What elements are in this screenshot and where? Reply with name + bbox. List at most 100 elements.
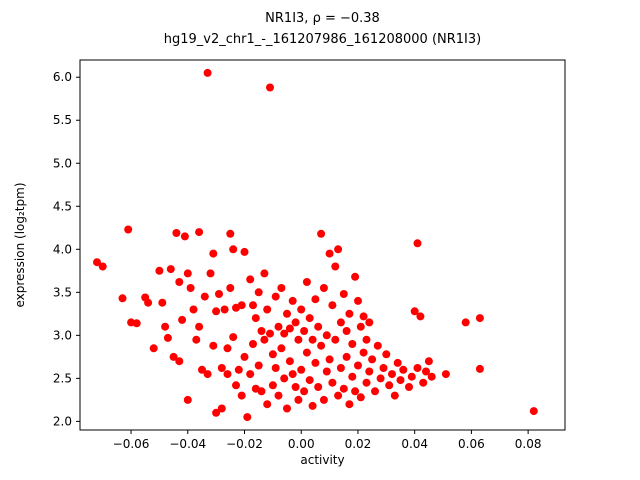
scatter-point [319,395,328,404]
scatter-point [229,333,238,342]
scatter-point [317,341,326,350]
scatter-point [339,290,348,298]
scatter-point [291,318,300,327]
scatter-point [351,387,360,396]
scatter-point [163,333,172,342]
scatter-point [314,322,323,331]
chart-subtitle: hg19_v2_chr1_-_161207986_161208000 (NR1I… [163,32,482,47]
scatter-point [124,225,133,234]
scatter-point [345,400,354,409]
x-tick-label: 0.02 [345,437,372,451]
scatter-point [229,245,238,254]
scatter-point [254,361,263,370]
scatter-point [322,367,331,376]
scatter-point [155,266,164,275]
scatter-point [422,367,430,376]
y-tick-label: 2.5 [53,371,72,385]
scatter-point [354,361,362,370]
chart-title: NR1I3, ρ = −0.38 [265,11,380,26]
scatter-point [288,370,297,379]
scatter-point [399,365,408,374]
scatter-point [305,314,314,323]
scatter-point [246,370,255,379]
scatter-point [274,391,283,400]
scatter-point [212,307,221,316]
scatter-point [206,269,215,278]
scatter-point [396,376,405,385]
scatter-point [342,327,351,335]
scatter-point [288,296,297,305]
scatter-point [93,258,101,267]
scatter-point [266,329,274,338]
scatter-point [294,395,303,404]
scatter-point [232,381,240,390]
scatter-point [274,322,283,331]
scatter-point [405,383,413,391]
scatter-point [217,404,226,413]
scatter-point [268,350,277,359]
scatter-point [379,364,388,372]
scatter-point [475,314,484,323]
scatter-point [331,335,340,344]
scatter-point [328,301,337,310]
scatter-point [240,247,249,256]
scatter-point [283,309,291,318]
scatter-point [424,357,433,366]
x-axis-label: activity [300,453,345,467]
scatter-point [351,272,360,281]
scatter-point [385,381,394,390]
scatter-point [226,229,235,238]
scatter-point [300,327,309,335]
scatter-point [334,391,343,400]
scatter-point [186,284,195,292]
scatter-point [215,290,223,298]
scatter-point [410,307,419,316]
scatter-point [339,384,348,393]
scatter-point [195,228,204,237]
scatter-point [336,364,345,372]
scatter-point [356,393,365,402]
y-tick-label: 3.0 [53,328,72,342]
y-tick-label: 5.0 [53,156,72,170]
scatter-point [277,284,286,292]
x-tick-label: 0.00 [288,437,315,451]
scatter-point [362,378,371,387]
scatter-point [285,324,294,333]
scatter-point [280,329,289,338]
scatter-point [198,365,206,374]
scatter-point [373,341,382,350]
plot-frame [79,59,566,431]
scatter-point [359,312,368,321]
scatter-point [388,370,396,379]
scatter-point [529,407,538,416]
scatter-point [266,83,274,92]
scatter-point [302,348,311,357]
scatter-point [249,340,257,348]
x-tick-label: −0.02 [226,437,263,451]
scatter-point [226,284,235,292]
scatter-point [356,322,365,331]
scatter-point [325,355,334,364]
scatter-point [169,352,178,361]
scatter-point [328,378,337,387]
scatter-point [331,262,340,271]
scatter-point [407,372,416,381]
scatter-point [149,344,158,353]
scatter-point [314,383,323,391]
scatter-point [161,322,170,331]
scatter-point [257,327,266,335]
scatter-point [461,318,470,327]
scatter-point [427,372,436,381]
scatter-point [172,229,181,237]
scatter-point [220,305,229,314]
chart-title-block: NR1I3, ρ = −0.38 hg19_v2_chr1_-_16120798… [80,8,565,50]
scatter-point [166,265,175,274]
scatter-point [413,364,422,372]
scatter-point [376,374,385,383]
scatter-point [192,335,201,344]
scatter-point [297,365,306,374]
y-tick-label: 6.0 [53,70,72,84]
scatter-point [246,275,255,284]
scatter-point [348,340,357,348]
